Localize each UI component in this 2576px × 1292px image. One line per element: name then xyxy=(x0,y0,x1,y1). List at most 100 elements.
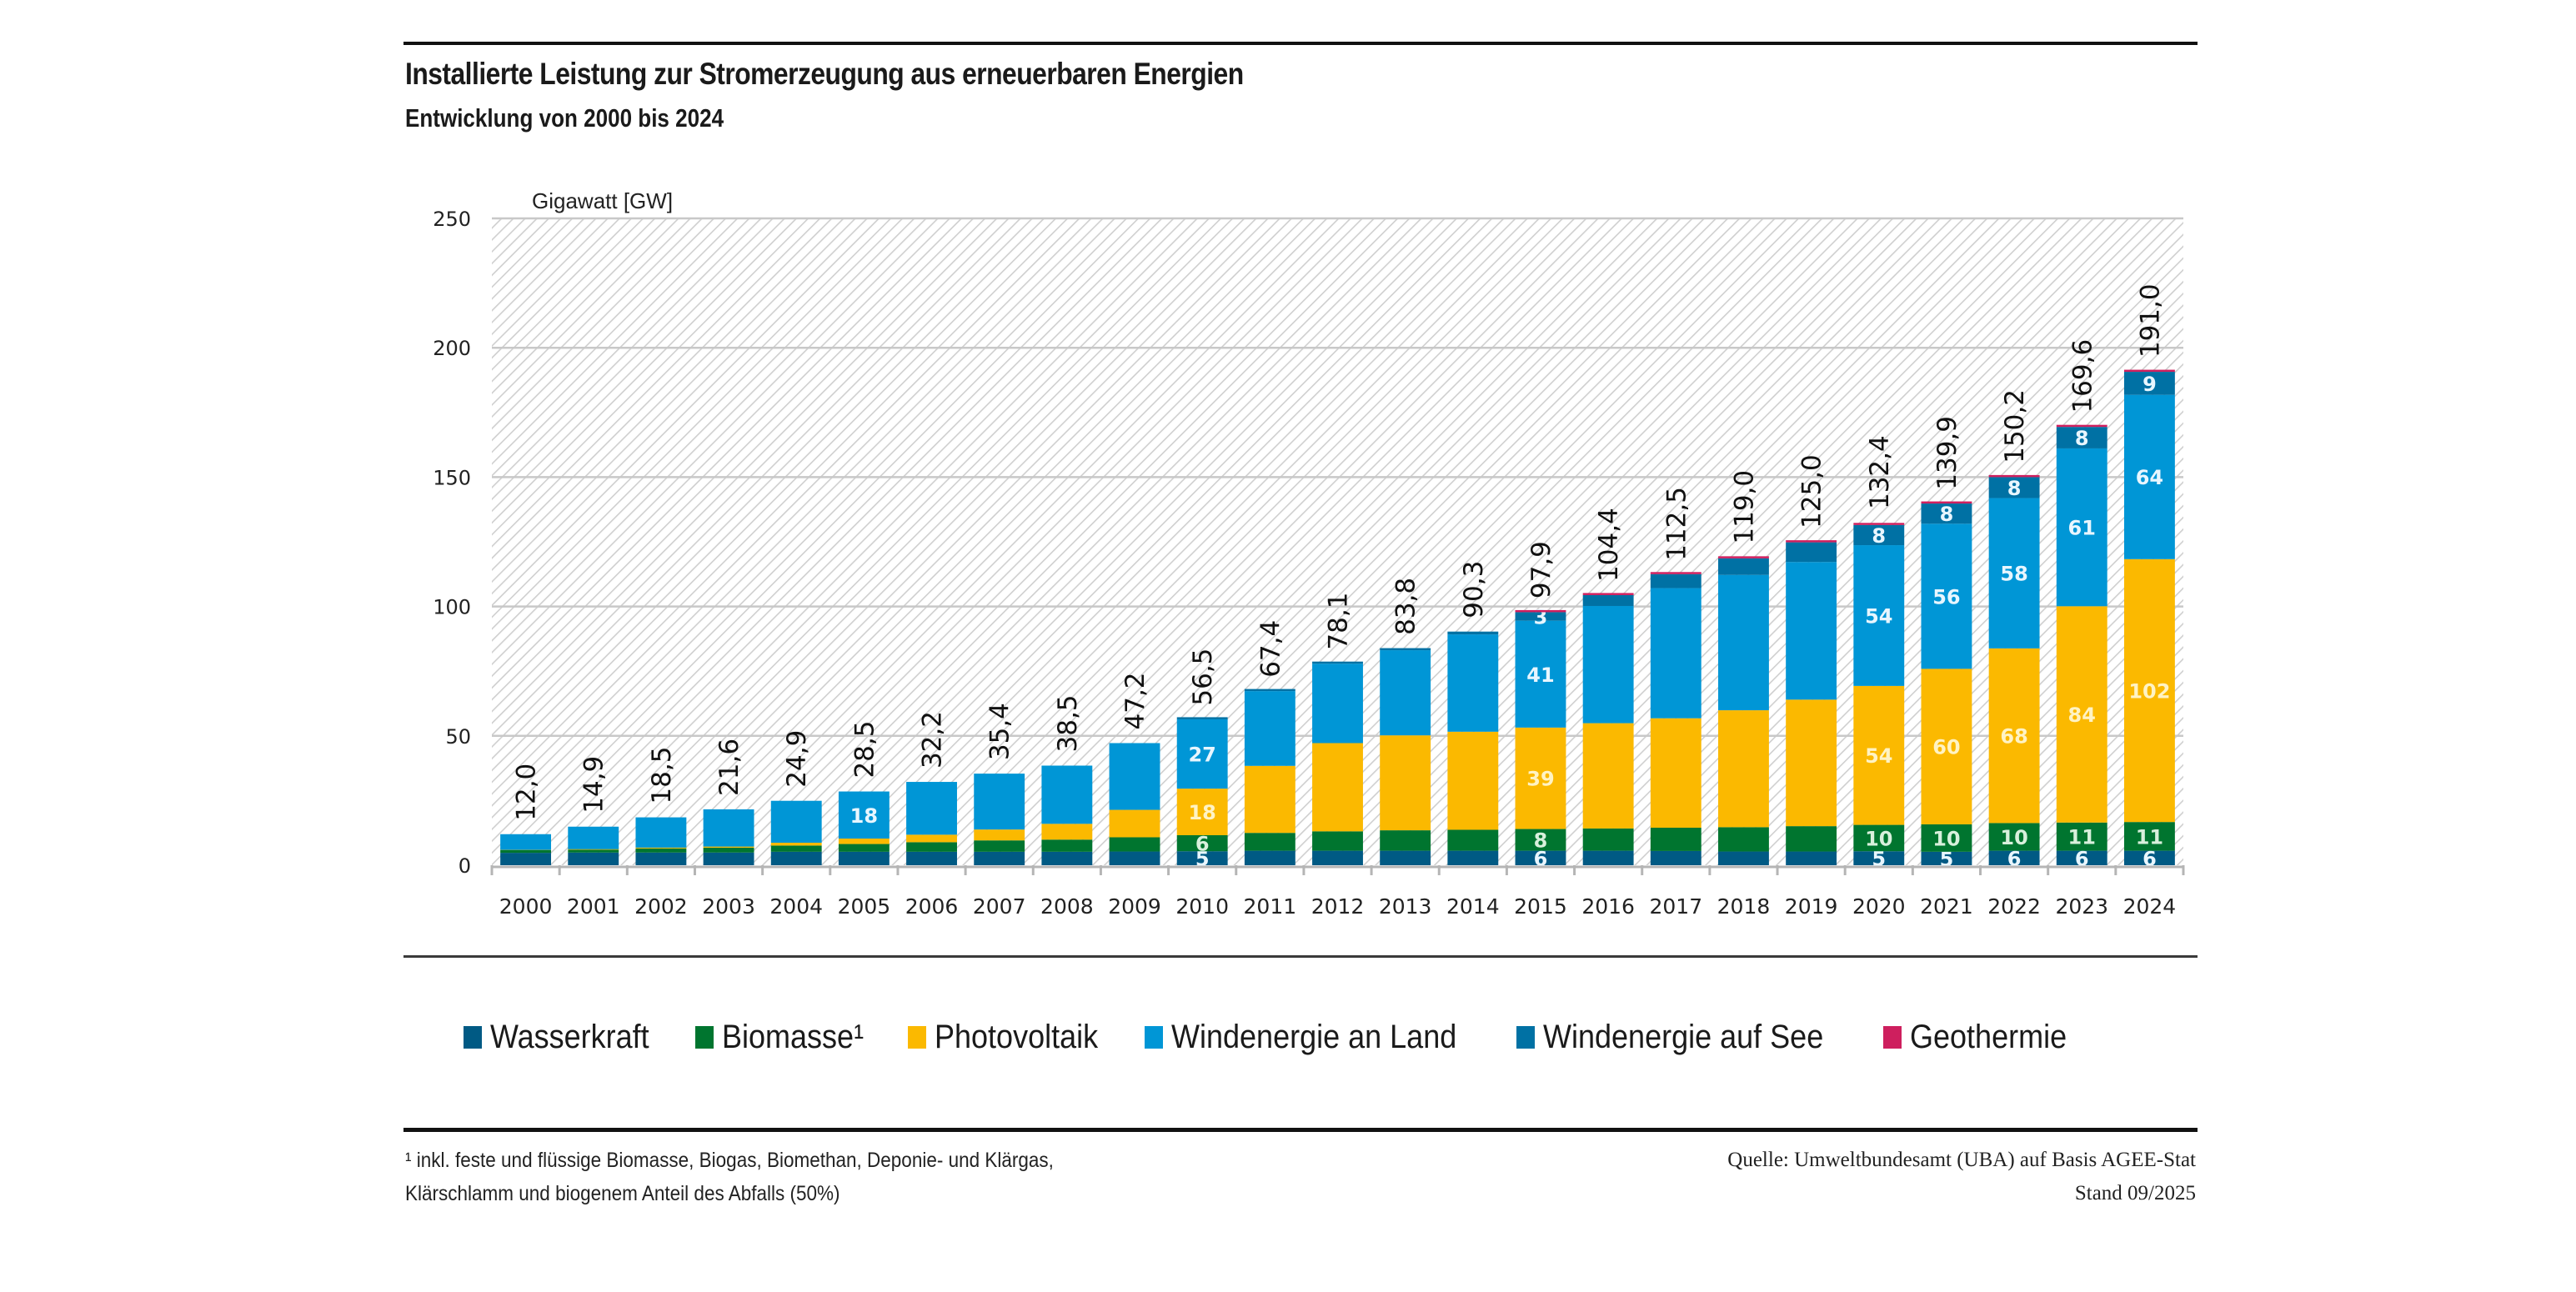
y-axis-ticks: 0 50 100 150 200 250 xyxy=(433,208,471,878)
segment-value-label: 41 xyxy=(1526,664,1554,687)
bar-segment-biomasse xyxy=(1176,834,1228,852)
bar-segment-photovoltaik xyxy=(1447,731,1499,830)
source-note: Quelle: Umweltbundesamt (UBA) auf Basis … xyxy=(1727,1144,2196,1210)
total-value-label: 150,2 xyxy=(2000,389,2030,463)
bar-segment-windenergie-an-land xyxy=(1988,498,2040,649)
bar-segment-windenergie-an-land xyxy=(1312,664,1363,744)
bar-segment-photovoltaik xyxy=(906,834,957,843)
segment-value-label: 8 xyxy=(2007,477,2022,500)
bar-stack xyxy=(1109,743,1160,865)
total-value-label: 169,6 xyxy=(2067,339,2097,413)
total-value-label: 47,2 xyxy=(1120,672,1150,729)
bar-segment-biomasse xyxy=(1718,827,1769,852)
bar-segment-windenergie-auf-see xyxy=(1515,612,1566,621)
date-stamp: Stand 09/2025 xyxy=(2074,1182,2196,1204)
bar-stack xyxy=(635,817,687,865)
x-tick-label: 2014 xyxy=(1446,894,1500,919)
bar-segment-photovoltaik xyxy=(1380,735,1431,831)
legend-item-photovoltaik: Photovoltaik xyxy=(907,1019,1116,1056)
bar-segment-geothermie xyxy=(2056,424,2107,428)
segment-value-label: 6 xyxy=(2075,847,2089,870)
bar-segment-wasserkraft xyxy=(1786,851,1837,865)
bar-segment-windenergie-an-land xyxy=(1041,765,1093,824)
bar-segment-wasserkraft xyxy=(1244,850,1296,865)
legend-item-geothermie: Geothermie xyxy=(1882,1019,2084,1056)
bar-segment-windenergie-an-land xyxy=(703,809,754,847)
legend-swatch-wasserkraft xyxy=(464,1026,482,1049)
bar-segment-windenergie-an-land xyxy=(1515,620,1566,728)
bar-segment-windenergie-an-land xyxy=(1921,523,1972,669)
bar-segment-biomasse xyxy=(838,844,890,852)
y-tick-label: 150 xyxy=(433,466,471,489)
x-tick-label: 2000 xyxy=(499,894,553,919)
chart-subtitle: Entwicklung von 2000 bis 2024 xyxy=(405,103,724,133)
total-labels: 12,0 14,9 18,5 21,6 24,9 28,5 32,2 35,4 38,5 47,2… xyxy=(512,283,2166,820)
source-line: Quelle: Umweltbundesamt (UBA) auf Basis … xyxy=(1727,1149,2196,1171)
bar-stack xyxy=(1582,593,1634,865)
bar-segment-windenergie-an-land xyxy=(1718,574,1769,711)
x-tick-label: 2020 xyxy=(1852,894,1906,919)
bar-segment-geothermie xyxy=(1921,501,1972,504)
bar-segment-photovoltaik xyxy=(1041,824,1093,840)
bar-segment-photovoltaik xyxy=(2123,558,2175,823)
segment-value-label: 84 xyxy=(2068,704,2096,727)
bar-segment-biomasse xyxy=(1921,824,1972,852)
bar-segment-photovoltaik xyxy=(1515,727,1566,829)
bar-segment-wasserkraft xyxy=(2056,850,2107,865)
bar-segment-wasserkraft xyxy=(1718,851,1769,865)
bar-segment-geothermie xyxy=(1988,474,2040,478)
bar-segment-windenergie-an-land xyxy=(568,826,619,849)
segment-value-label: 11 xyxy=(2136,825,2163,849)
bar-segment-biomasse xyxy=(1244,833,1296,851)
bar-segment-wasserkraft xyxy=(1176,851,1228,865)
bar-segment-biomasse xyxy=(500,849,552,854)
total-value-label: 90,3 xyxy=(1459,561,1489,618)
bar-segment-wasserkraft xyxy=(1853,851,1905,865)
y-tick-label: 100 xyxy=(433,596,471,619)
bar-segment-windenergie-an-land xyxy=(770,800,822,843)
segment-value-label: 61 xyxy=(2068,517,2096,540)
bar-segment-wasserkraft xyxy=(770,851,822,865)
bar-segment-wasserkraft xyxy=(974,851,1025,865)
bar-segment-biomasse xyxy=(635,848,687,853)
x-axis: 2000 2001 2002 2003 2004 2005 2006 2007 2008 2009… xyxy=(490,865,2185,919)
bar-segment-windenergie-an-land xyxy=(500,834,552,850)
bar-segment-geothermie xyxy=(1786,540,1837,543)
bar-segment-wasserkraft xyxy=(1109,851,1160,865)
legend-separator xyxy=(403,955,2198,958)
chart-title: Installierte Leistung zur Stromerzeugung… xyxy=(405,57,1244,91)
bar-stack xyxy=(974,774,1025,865)
bar-segment-windenergie-an-land xyxy=(1109,743,1160,810)
total-value-label: 28,5 xyxy=(849,721,880,779)
bar-segment-wasserkraft xyxy=(1650,850,1701,865)
bar-segment-biomasse xyxy=(1853,824,1905,852)
bar-stack xyxy=(906,782,957,865)
bar-stack xyxy=(1380,648,1431,865)
legend-item-biomasse: Biomasse¹ xyxy=(694,1019,880,1056)
bar-segment-wasserkraft xyxy=(1041,851,1093,865)
bar-segment-photovoltaik xyxy=(1853,685,1905,825)
legend-item-wind-land: Windenergie an Land xyxy=(1144,1019,1488,1056)
legend-swatch-geothermie xyxy=(1882,1026,1902,1049)
x-tick-label: 2015 xyxy=(1514,894,1567,919)
segment-value-label: 8 xyxy=(2075,427,2089,450)
bar-segment-windenergie-an-land xyxy=(1244,691,1296,766)
segment-value-label: 6 xyxy=(2007,847,2022,870)
bar-stack: 68 39 41 3 xyxy=(1515,606,1566,870)
total-value-label: 125,0 xyxy=(1797,454,1827,528)
x-tick-label: 2017 xyxy=(1649,894,1702,919)
segment-value-label: 10 xyxy=(1932,827,1960,850)
segment-value-label: 58 xyxy=(2000,563,2027,586)
bar-segment-windenergie-an-land xyxy=(1582,605,1634,724)
total-value-label: 119,0 xyxy=(1729,470,1759,544)
bar-segment-windenergie-auf-see xyxy=(1312,661,1363,664)
x-tick-label: 2001 xyxy=(567,894,620,919)
x-tick-label: 2006 xyxy=(905,894,959,919)
bar-segment-wasserkraft xyxy=(1921,851,1972,865)
bar-stack: 611 84 61 8 xyxy=(2056,424,2107,870)
bar-segment-photovoltaik xyxy=(1176,789,1228,835)
total-value-label: 32,2 xyxy=(918,711,948,769)
bar-segment-geothermie xyxy=(1515,609,1566,613)
legend-label: Windenergie auf See xyxy=(1543,1019,1824,1055)
legend: Wasserkraft Biomasse¹ Photovoltaik Winde… xyxy=(464,1019,2112,1056)
